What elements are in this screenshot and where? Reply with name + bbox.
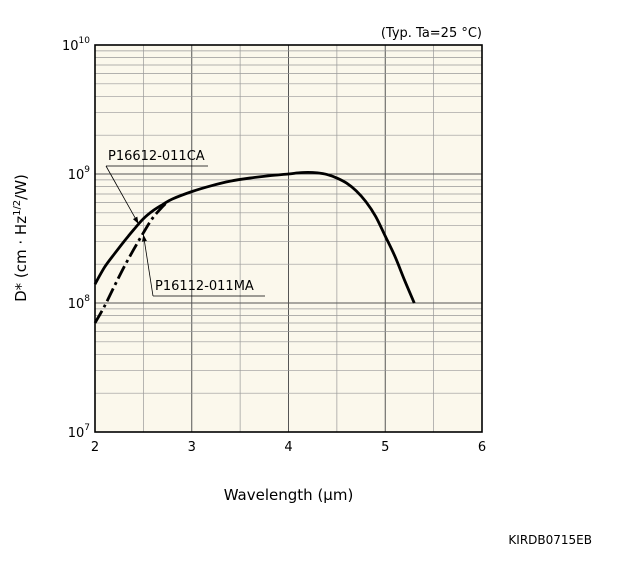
y-tick-base: 10 [68, 297, 85, 312]
y-axis-title: D* (cm · Hz1/2/W) [12, 174, 30, 302]
y-tick-label: 108 [68, 294, 91, 312]
annotation-leader [105, 165, 139, 225]
y-tick-label: 1010 [62, 36, 90, 54]
annotation-arrowhead [132, 216, 139, 224]
x-tick-label: 3 [188, 440, 196, 455]
x-tick-label: 2 [91, 440, 99, 455]
y-tick-base: 10 [68, 168, 85, 183]
series-line-2 [93, 200, 169, 324]
x-tick-label: 5 [381, 440, 389, 455]
y-tick-label: 107 [68, 423, 90, 441]
y-tick-exponent: 10 [79, 36, 91, 46]
y-tick-exponent: 7 [84, 423, 90, 433]
x-axis-title: Wavelength (µm) [224, 486, 354, 504]
annotations: P16612-011CA P16112-011MA [105, 149, 265, 297]
x-tick-labels: 2 3 4 5 6 [91, 440, 486, 455]
y-tick-base: 10 [62, 39, 79, 54]
y-axis-title-main: D* (cm · Hz [12, 216, 30, 302]
y-tick-exponent: 8 [84, 294, 90, 304]
condition-note: (Typ. Ta=25 °C) [381, 26, 482, 41]
y-tick-base: 10 [68, 426, 85, 441]
plot-frame [94, 44, 483, 433]
series-line-1 [93, 170, 416, 304]
document-code: KIRDB0715EB [508, 533, 592, 547]
y-tick-exponent: 9 [84, 165, 90, 175]
series-layer [93, 170, 416, 324]
annotation-label: P16112-011MA [155, 279, 254, 294]
annotation-leader [142, 234, 154, 297]
y-tick-label: 109 [68, 165, 91, 183]
x-tick-label: 6 [478, 440, 486, 455]
y-axis-title-tail: /W) [12, 174, 30, 200]
annotation-label: P16612-011CA [108, 149, 205, 164]
annotation-arrowhead [141, 234, 147, 242]
x-tick-label: 4 [284, 440, 292, 455]
y-axis-title-superscript: 1/2 [12, 200, 23, 216]
